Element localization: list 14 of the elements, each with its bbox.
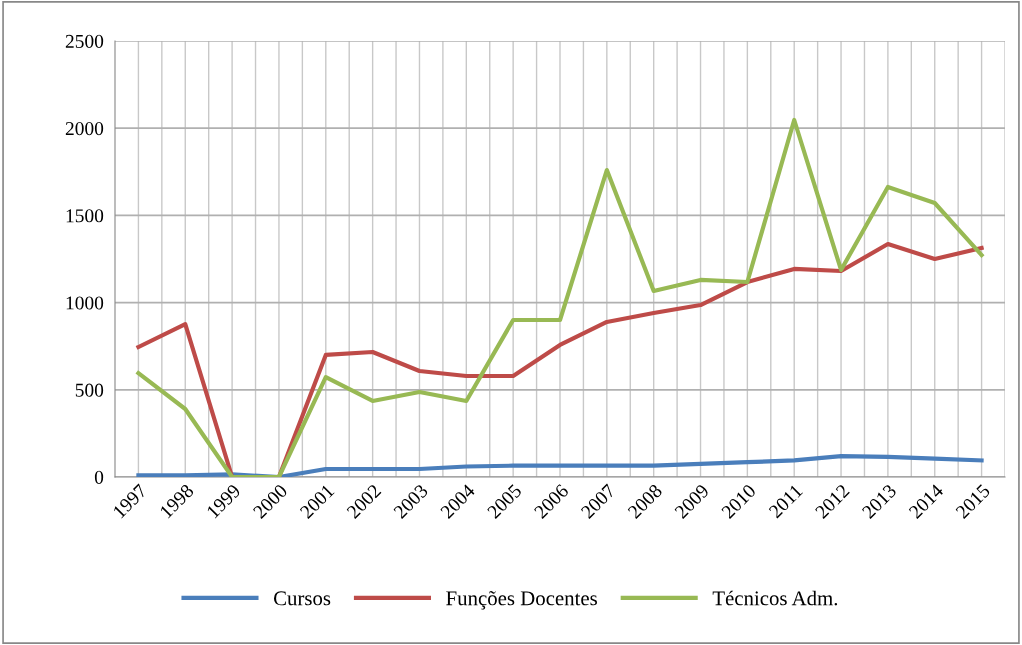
line-series	[136, 117, 984, 477]
x-tick-label: 2001	[299, 483, 335, 520]
line-series	[136, 241, 984, 477]
y-tick-label: 1500	[66, 209, 104, 223]
line-series	[136, 453, 984, 477]
y-tick-label: 2000	[65, 122, 104, 136]
y-tick-label: 2500	[65, 34, 104, 48]
legend-label: Cursos	[273, 591, 331, 606]
y-tick-label: 1000	[66, 296, 104, 310]
legend-label: Funções Docentes	[446, 591, 597, 610]
y-tick-label: 0	[94, 470, 104, 484]
y-tick-label: 500	[75, 383, 104, 397]
legend-label: Técnicos Adm.	[712, 590, 838, 606]
x-tick-label: 2011	[768, 483, 804, 519]
